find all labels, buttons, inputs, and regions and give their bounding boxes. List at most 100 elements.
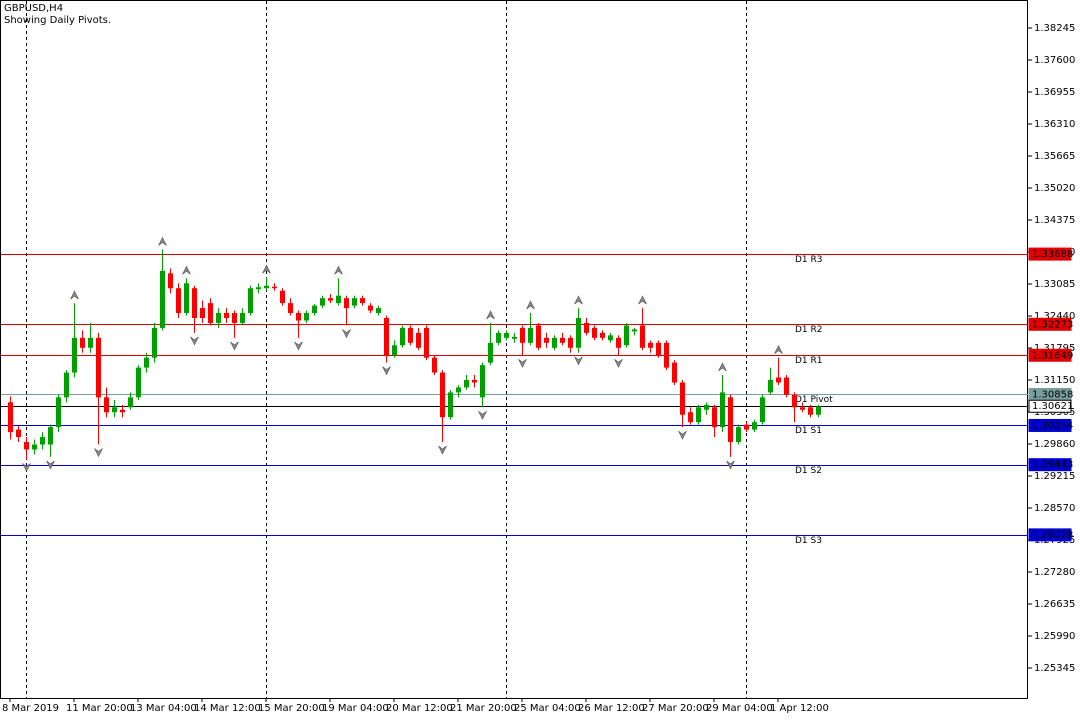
pivot-level-label: D1 S1 — [795, 426, 822, 436]
price-box-label: 1.31649 — [1032, 350, 1073, 361]
candle-body — [344, 298, 349, 309]
price-box — [1028, 399, 1072, 413]
candle-body — [616, 337, 621, 348]
candle-body — [96, 337, 101, 398]
price-box-label: 1.29443 — [1032, 460, 1073, 471]
candle-body — [672, 362, 677, 383]
candle-body — [224, 313, 229, 318]
price-box — [1028, 528, 1072, 542]
x-tick-label: 26 Mar 12:00 — [578, 703, 645, 714]
price-box-label: 1.33688 — [1032, 249, 1073, 260]
y-tick-label: 1.29860 — [1034, 439, 1075, 450]
candle-body — [496, 332, 501, 343]
candle-body — [104, 397, 109, 413]
plot-frame — [0, 0, 1028, 699]
fractal-down — [614, 358, 623, 368]
x-tick-label: 8 Mar 2019 — [2, 703, 59, 714]
candle-body — [712, 407, 717, 428]
candle-body — [152, 327, 157, 358]
fractal-down — [294, 341, 303, 351]
chart-title: GBPUSD,H4 — [4, 3, 63, 14]
candle-body — [264, 285, 269, 289]
fractal-down — [382, 366, 391, 376]
candle-body — [144, 357, 149, 368]
x-tick-label: 1 Apr 12:00 — [770, 703, 829, 714]
candle-body — [656, 342, 661, 356]
candle-body — [584, 322, 589, 333]
candle-body — [520, 327, 525, 343]
candle-body — [336, 295, 341, 304]
candle-body — [16, 429, 21, 438]
candle-body — [256, 287, 261, 290]
candle-body — [192, 288, 197, 318]
candle-body — [560, 337, 565, 343]
candle-body — [720, 392, 725, 428]
candle-body — [184, 283, 189, 314]
x-tick-label: 11 Mar 20:00 — [66, 703, 133, 714]
candle-body — [312, 305, 317, 314]
x-tick-label: 25 Mar 04:00 — [514, 703, 581, 714]
candle-body — [504, 332, 509, 338]
fractal-down — [190, 336, 199, 346]
y-tick-label: 1.29215 — [1034, 471, 1075, 482]
price-box — [1028, 348, 1072, 362]
candle-body — [400, 327, 405, 346]
fractal-down — [342, 329, 351, 339]
candle-body — [248, 288, 253, 314]
candle-body — [800, 407, 805, 410]
candle-body — [448, 392, 453, 418]
y-tick-label: 1.31795 — [1034, 343, 1075, 354]
candle-body — [88, 337, 93, 348]
candle-body — [688, 412, 693, 423]
y-tick-label: 1.26635 — [1034, 599, 1075, 610]
x-tick-label: 20 Mar 12:00 — [386, 703, 453, 714]
price-box — [1028, 458, 1072, 472]
candle-body — [80, 337, 85, 348]
candle-body — [136, 367, 141, 398]
candle-body — [592, 327, 597, 338]
candle-body — [24, 442, 29, 450]
candle-body — [8, 402, 13, 433]
candle-body — [576, 317, 581, 348]
fractal-up — [182, 265, 191, 275]
y-tick-label: 1.35020 — [1034, 183, 1075, 194]
price-box — [1028, 317, 1072, 331]
candle-body — [168, 273, 173, 289]
candle-body — [112, 407, 117, 413]
candle-body — [360, 298, 365, 304]
fractal-down — [22, 463, 31, 473]
candle-body — [160, 270, 165, 328]
fractal-down — [726, 460, 735, 470]
candle-body — [200, 308, 205, 318]
candle-body — [48, 427, 53, 445]
candle-body — [472, 380, 477, 383]
price-box-label: 1.28028 — [1032, 530, 1073, 541]
candle-body — [176, 288, 181, 314]
fractal-down — [518, 358, 527, 368]
candle-body — [120, 409, 125, 413]
x-tick-label: 13 Mar 04:00 — [130, 703, 197, 714]
candle-body — [456, 387, 461, 393]
candle-body — [208, 303, 213, 323]
candle-body — [416, 332, 421, 348]
y-tick-label: 1.33085 — [1034, 279, 1075, 290]
candle-body — [664, 342, 669, 368]
candle-body — [368, 305, 373, 311]
candle-body — [488, 342, 493, 363]
price-box-label: 1.32273 — [1032, 319, 1073, 330]
candle-body — [760, 397, 765, 423]
candle-body — [288, 303, 293, 314]
candle-body — [512, 336, 517, 339]
candle-body — [64, 372, 69, 398]
y-tick-label: 1.27280 — [1034, 567, 1075, 578]
price-box — [1028, 247, 1072, 261]
candle-body — [424, 327, 429, 358]
candle-body — [296, 313, 301, 321]
fractal-up — [486, 310, 495, 320]
fractal-up — [638, 295, 647, 305]
y-tick-label: 1.25990 — [1034, 631, 1075, 642]
candle-body — [32, 444, 37, 450]
candle-body — [392, 345, 397, 356]
